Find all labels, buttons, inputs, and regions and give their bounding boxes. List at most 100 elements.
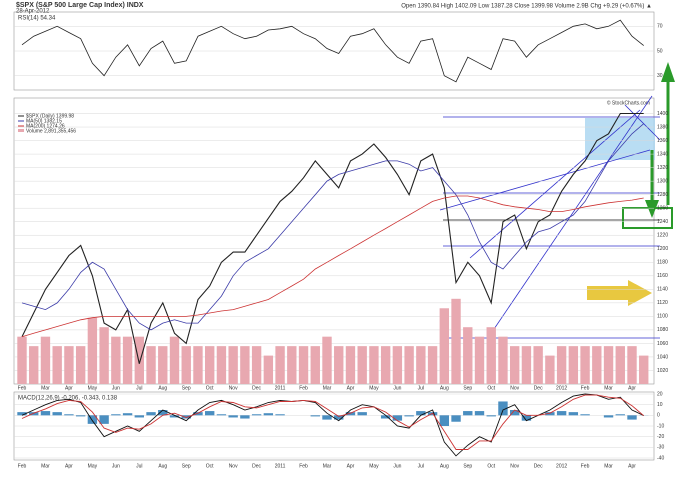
x-tick-label: Jun <box>112 463 120 469</box>
volume-bar <box>416 346 426 384</box>
x-tick-label: Oct <box>487 385 495 391</box>
macd-histogram-bar <box>521 415 532 421</box>
macd-histogram-bar <box>146 412 156 416</box>
macd-histogram-bar <box>17 412 27 416</box>
x-tick-label: Feb <box>18 463 27 469</box>
y-tick-label: 20 <box>657 391 663 397</box>
price-line <box>21 112 644 364</box>
x-tick-label: Jul <box>136 385 142 391</box>
x-tick-label: 2012 <box>556 463 567 469</box>
x-tick-label: Sep <box>182 463 191 469</box>
volume-bar <box>451 298 461 384</box>
volume-bar <box>146 346 156 384</box>
macd-histogram-bar <box>404 415 414 417</box>
macd-histogram-bar <box>627 415 637 420</box>
y-tick-label: 1400 <box>657 111 668 117</box>
y-tick-label: -20 <box>657 434 664 440</box>
macd-histogram-bar <box>275 414 285 416</box>
macd-histogram-bar <box>169 415 180 418</box>
x-tick-label: Feb <box>581 463 590 469</box>
x-tick-label: Mar <box>41 463 50 469</box>
rsi-label: RSI(14) 54.34 <box>18 16 56 22</box>
legend-label: Volume 2,891,355,456 <box>26 128 76 134</box>
macd-line <box>21 393 644 457</box>
macd-histogram-bar <box>111 414 121 416</box>
x-tick-label: Feb <box>18 385 27 391</box>
y-tick-label: 1120 <box>657 300 668 306</box>
date: 28-Apr-2012 <box>16 9 50 15</box>
chart-title: $SPX (S&P 500 Large Cap Index) INDX <box>16 2 144 9</box>
x-tick-label: Mar <box>323 385 332 391</box>
volume-bar <box>193 346 203 384</box>
macd-histogram-bar <box>615 414 625 416</box>
x-tick-label: Jul <box>418 463 424 469</box>
volume-bar <box>310 346 320 384</box>
volume-bar <box>322 336 332 384</box>
volume-bar <box>345 346 356 384</box>
x-tick-label: Jun <box>112 385 120 391</box>
volume-bar <box>439 308 449 384</box>
x-tick-label: Aug <box>440 463 449 469</box>
y-tick-label: 1240 <box>657 219 668 225</box>
macd-histogram-bar <box>75 415 86 417</box>
x-tick-label: Jul <box>136 463 142 469</box>
y-tick-label: 70 <box>657 24 663 30</box>
x-tick-label: May <box>369 463 379 469</box>
volume-bar <box>592 346 602 384</box>
channel-line <box>469 109 641 259</box>
macd-histogram-bar <box>251 414 262 416</box>
volume-bar <box>615 346 625 384</box>
x-tick-label: Mar <box>323 463 332 469</box>
x-tick-label: Aug <box>440 385 449 391</box>
y-tick-label: 1360 <box>657 138 668 144</box>
macd-histogram-bar <box>181 415 191 419</box>
x-tick-label: Mar <box>41 385 50 391</box>
volume-bar <box>369 346 379 384</box>
volume-bar <box>533 346 543 384</box>
volume-bar <box>603 346 614 384</box>
x-tick-label: May <box>88 463 98 469</box>
x-tick-label: Aug <box>158 463 167 469</box>
macd-histogram-bar <box>556 411 567 416</box>
volume-bar <box>404 346 414 384</box>
volume-bar <box>158 346 168 384</box>
volume-bar <box>639 355 649 384</box>
y-tick-label: 1280 <box>657 192 668 198</box>
macd-histogram-bar <box>392 415 403 421</box>
y-tick-label: 1340 <box>657 151 668 157</box>
macd-histogram-bar <box>463 411 473 416</box>
y-tick-label: 1020 <box>657 368 668 374</box>
volume-bar <box>205 346 215 384</box>
x-tick-label: Dec <box>534 463 543 469</box>
y-tick-label: 1380 <box>657 124 668 130</box>
macd-histogram-bar <box>510 410 520 416</box>
x-tick-label: Apr <box>347 385 355 391</box>
price-panel <box>13 97 655 385</box>
volume-bar <box>427 346 438 384</box>
volume-bar <box>357 346 367 384</box>
macd-histogram-bar <box>568 412 579 416</box>
macd-histogram-bar <box>310 415 320 417</box>
green-arrowhead <box>645 200 659 218</box>
volume-bar <box>287 346 297 384</box>
y-tick-label: 1200 <box>657 246 668 252</box>
price-line <box>21 123 644 331</box>
macd-histogram-bar <box>52 412 62 416</box>
y-tick-label: 1100 <box>657 314 668 320</box>
x-tick-label: Jul <box>418 385 424 391</box>
green-arrowhead <box>661 62 675 82</box>
annotations <box>439 62 675 339</box>
macd-label: MACD(12,26,9) -0.206, -0.343, 0.138 <box>18 396 118 402</box>
macd-histogram-bar <box>64 414 74 416</box>
y-tick-label: 1140 <box>657 287 668 293</box>
x-tick-label: Feb <box>581 385 590 391</box>
y-tick-label: 30 <box>657 73 663 79</box>
volume-bar <box>556 346 567 384</box>
volume-bar <box>122 336 133 384</box>
x-tick-label: Apr <box>65 385 73 391</box>
y-tick-label: 1160 <box>657 273 668 279</box>
macd-histogram-bar <box>380 415 391 419</box>
volume-bar <box>181 346 191 384</box>
volume-bar <box>298 346 309 384</box>
